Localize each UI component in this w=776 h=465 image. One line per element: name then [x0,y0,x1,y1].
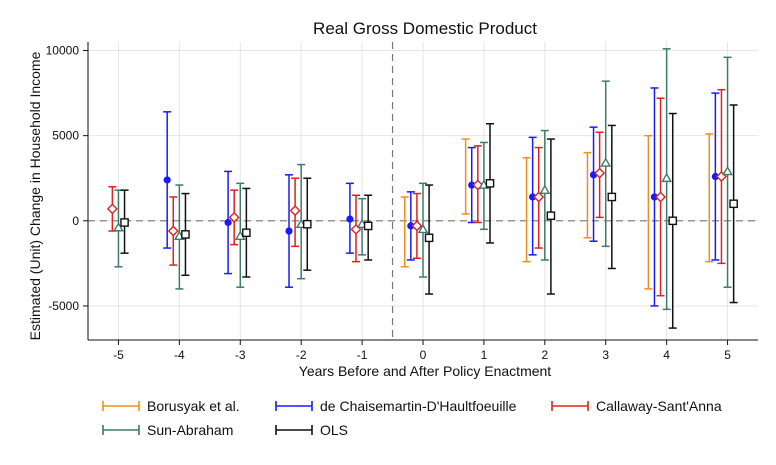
point-estimate [411,220,423,232]
point-estimate [242,228,251,238]
point-estimate [546,211,556,220]
point-estimate [661,172,673,183]
point-estimate [594,167,606,179]
legend-label: de Chaisemartin-D'Haultfoeuille [320,398,517,414]
point-estimate [424,233,434,243]
legend-label: Callaway-Sant'Anna [596,398,722,414]
point-estimate [650,193,659,201]
point-estimate [106,203,118,215]
point-estimate [729,199,738,209]
point-estimate [285,227,293,235]
point-estimate [417,223,429,234]
point-estimate [363,221,373,231]
y-axis-label: Estimated (Unit) Change in Household Inc… [27,51,43,340]
y-tick-label: 10000 [46,44,80,58]
legend-item: Callaway-Sant'Anna [551,398,722,414]
x-tick-label: -2 [296,348,307,362]
x-axis-label: Years Before and After Policy Enactment [299,363,552,379]
x-tick-label: 3 [602,348,609,362]
point-estimate [163,176,171,184]
point-estimate [228,211,240,223]
reference-lines [88,42,758,340]
point-estimate [722,165,733,176]
legend: Borusyak et al. de Chaisemartin-D'Haultfo… [102,398,722,438]
x-tick-label: 2 [541,348,548,362]
legend-label: Borusyak et al. [147,398,240,414]
axes: -5000 0 5000 10000 -5 -4 -3 -2 -1 0 1 2 3 4 5 [46,42,758,362]
y-tick-label: 5000 [52,129,79,143]
point-estimate [120,218,129,227]
legend-label: OLS [320,422,348,438]
point-estimate [346,215,354,223]
legend-item: Borusyak et al. [102,398,240,414]
chart-title: Real Gross Domestic Product [313,19,537,38]
legend-item: de Chaisemartin-D'Haultfoeuille [275,398,517,414]
point-estimate [224,218,232,227]
point-estimate [289,205,301,217]
point-estimate [529,193,537,201]
x-tick-label: 0 [420,348,427,362]
legend-item: Sun-Abraham [102,422,233,438]
point-estimate [302,219,312,229]
point-estimate [607,192,617,202]
series-de-chaisemartin-d-haultfoeuille [163,87,720,307]
point-estimate [655,191,667,203]
y-tick-label: 0 [72,214,79,228]
point-estimate [407,222,415,230]
x-tick-label: -1 [357,348,368,362]
x-tick-label: -4 [174,348,185,362]
legend-item: OLS [275,422,348,438]
legend-label: Sun-Abraham [147,422,233,438]
point-estimate [468,181,476,189]
x-tick-label: -5 [113,348,124,362]
point-estimate [113,222,124,232]
series-layer [106,48,738,329]
series-borusyak-et-al- [400,133,714,290]
x-tick-label: 5 [724,348,731,362]
y-tick-label: -5000 [48,299,79,313]
x-tick-label: 1 [481,348,488,362]
point-estimate [539,184,551,194]
point-estimate [668,216,678,226]
point-estimate [533,191,545,203]
point-estimate [181,230,190,239]
point-estimate [711,172,719,181]
point-estimate [167,225,179,237]
point-estimate [485,179,495,188]
series-ols [120,104,738,329]
point-estimate [600,157,612,167]
x-tick-label: -3 [235,348,246,362]
x-tick-label: 4 [663,348,670,362]
